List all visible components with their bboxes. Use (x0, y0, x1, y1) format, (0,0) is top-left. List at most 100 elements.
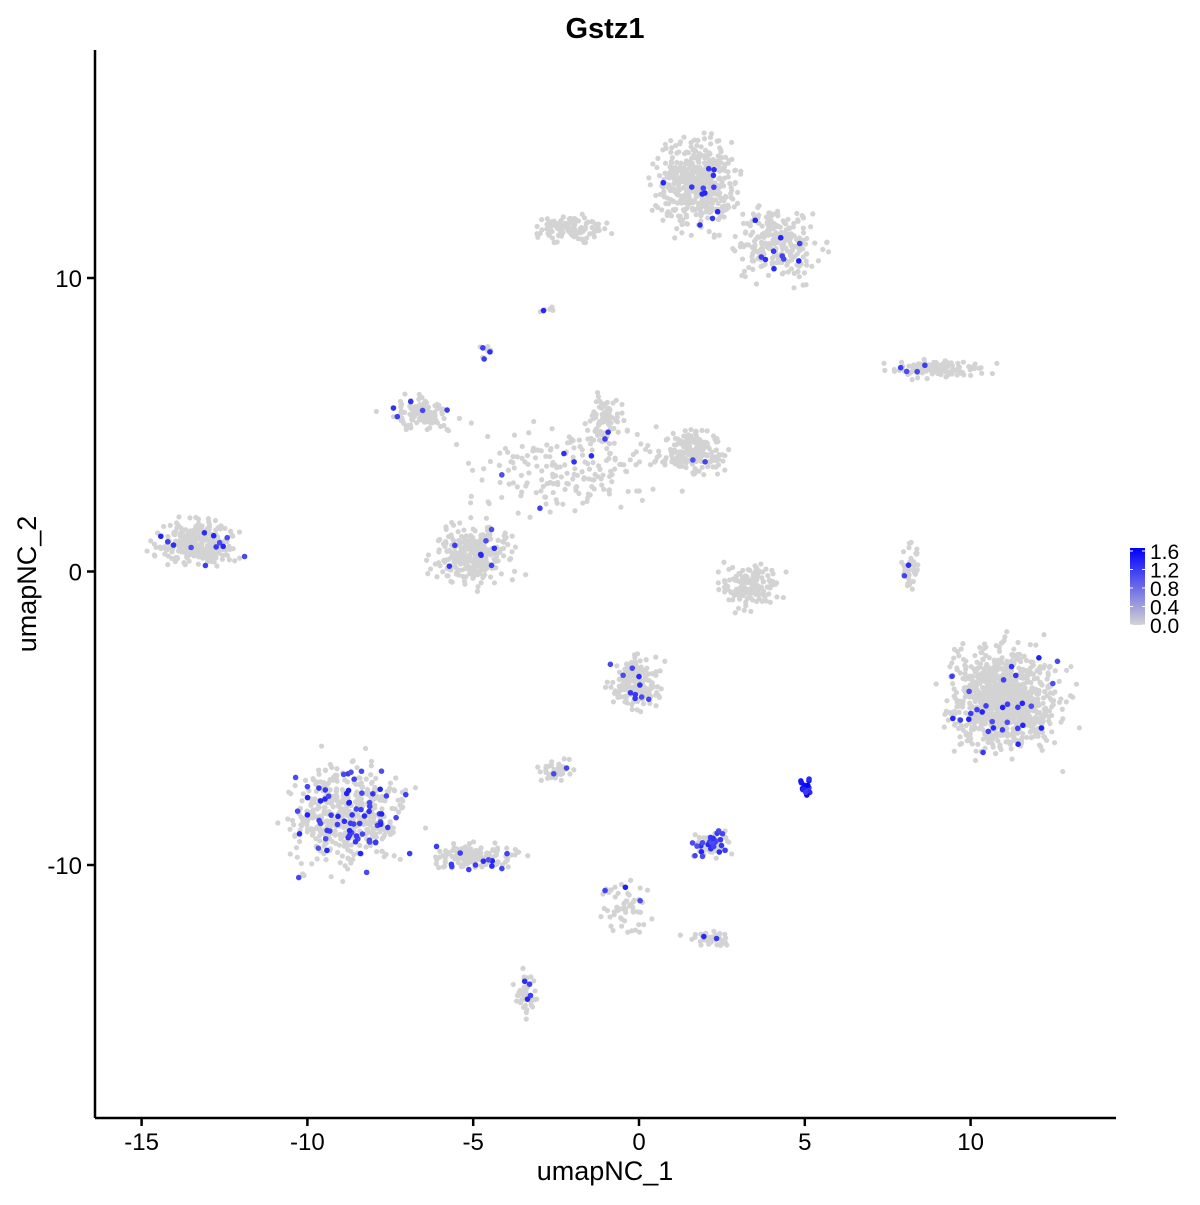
cell-point (640, 678, 646, 684)
cell-point (643, 657, 649, 663)
cell-point (979, 370, 985, 376)
cell-point (302, 777, 309, 783)
cell-point (653, 703, 659, 709)
cell-point (618, 881, 625, 888)
cell-point (373, 408, 379, 415)
cell-point (469, 467, 476, 473)
y-tick-label: 10 (55, 266, 82, 293)
cell-point (672, 235, 678, 241)
expressing-cell-point (213, 544, 219, 550)
expressing-cell-point (170, 542, 177, 548)
cell-point (571, 226, 577, 232)
cell-point (975, 741, 981, 747)
cell-point (642, 673, 648, 679)
expressing-cell-point (718, 842, 725, 849)
cell-point (1035, 696, 1041, 702)
cell-point (342, 777, 348, 783)
expressing-cell-point (716, 849, 723, 855)
cell-point (815, 258, 822, 264)
cell-point (172, 558, 178, 565)
cell-point (722, 193, 729, 199)
cell-point (468, 846, 474, 852)
cell-point (151, 541, 158, 547)
cell-point (675, 213, 682, 219)
cell-point (721, 578, 728, 584)
expressing-cell-point (346, 827, 353, 834)
cell-point (611, 440, 617, 446)
cell-point (184, 553, 190, 560)
cell-point (1039, 729, 1046, 735)
cell-point (470, 564, 476, 571)
cell-point (206, 544, 212, 550)
cell-point (531, 996, 537, 1003)
cell-point (724, 206, 730, 212)
cell-point (589, 484, 595, 490)
expressing-cell-point (700, 185, 707, 192)
cell-point (997, 698, 1004, 704)
cell-point (427, 425, 433, 431)
expressing-cell-point (689, 840, 696, 846)
cell-point (441, 415, 447, 422)
cell-point (997, 744, 1003, 750)
points-layer (144, 130, 1082, 1022)
cell-point (730, 597, 736, 603)
expressing-cell-point (802, 789, 809, 796)
expressing-cell-point (719, 830, 726, 837)
expressing-cell-point (165, 538, 171, 545)
cell-point (788, 266, 795, 272)
cell-point (962, 694, 968, 700)
expressing-cell-point (188, 544, 194, 551)
cell-point (668, 213, 675, 219)
cell-point (998, 660, 1005, 666)
cell-point (316, 771, 322, 777)
cell-point (953, 689, 960, 696)
cell-point (881, 360, 887, 366)
cell-point (974, 666, 980, 673)
cell-point (750, 229, 756, 235)
cell-point (559, 771, 566, 777)
cell-point (432, 561, 438, 567)
cell-point (662, 461, 668, 467)
cell-point (691, 176, 697, 182)
cell-point (615, 890, 621, 896)
cell-point (642, 446, 649, 452)
cell-point (718, 147, 724, 153)
cell-point (509, 533, 515, 539)
cell-point (891, 368, 898, 374)
cell-point (683, 214, 690, 220)
cell-point (1004, 730, 1010, 736)
cell-point (437, 563, 443, 569)
cell-point (523, 1016, 529, 1022)
cell-point (335, 798, 341, 805)
cell-point (615, 429, 621, 435)
cell-point (607, 468, 614, 474)
cell-point (507, 557, 513, 563)
cell-point (636, 688, 643, 695)
cell-point (915, 375, 921, 381)
cell-point (373, 775, 379, 781)
cell-point (187, 515, 193, 521)
cell-point (795, 217, 801, 223)
cell-point (322, 804, 328, 811)
expressing-cell-point (1050, 680, 1056, 687)
expressing-cell-point (465, 866, 472, 873)
cell-point (373, 834, 379, 840)
cell-point (478, 863, 485, 869)
cell-point (668, 452, 675, 459)
expressing-cell-point (158, 533, 164, 540)
expressing-cell-point (989, 718, 996, 725)
cell-point (627, 675, 633, 681)
cell-point (982, 721, 988, 727)
cell-point (565, 481, 572, 487)
cell-point (714, 471, 721, 477)
cell-point (200, 555, 206, 561)
cell-point (672, 164, 678, 170)
cell-point (437, 536, 443, 543)
cell-point (442, 539, 449, 545)
cell-point (726, 839, 732, 845)
cell-point (287, 851, 293, 857)
legend-tick-label: 0.0 (1150, 615, 1179, 638)
cell-point (653, 654, 659, 660)
cell-point (625, 488, 631, 495)
cell-point (353, 781, 359, 787)
